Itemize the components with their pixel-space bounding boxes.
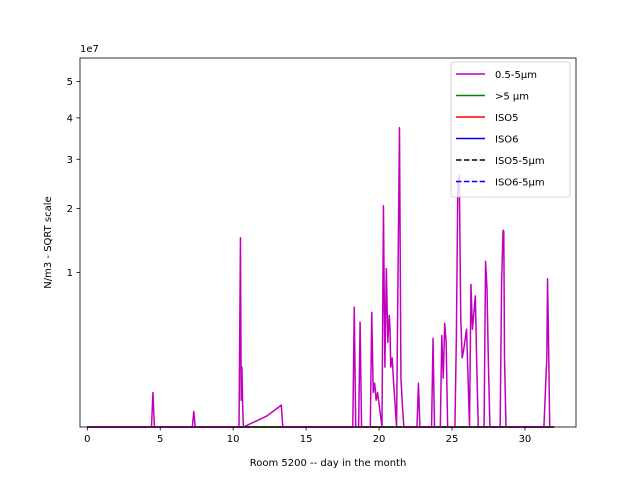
legend-label: 0.5-5µm [495,70,537,81]
x-tick-label: 0 [84,434,90,445]
legend: 0.5-5µm >5 µm ISO5 ISO6 ISO5-5µm ISO6-5µm [450,61,571,198]
legend-label: ISO6-5µm [495,178,545,189]
y-tick-label: 2 [67,204,73,215]
legend-label: >5 µm [495,92,529,103]
legend-label: ISO6 [495,135,519,146]
y-tick-label: 3 [67,155,73,166]
y-axis-ticks: 1 2 3 4 5 [67,77,80,279]
y-tick-label: 1 [67,268,73,279]
y-axis-label: N/m3 - SQRT scale [43,196,54,288]
y-axis-offset-label: 1e7 [80,44,99,55]
x-tick-label: 15 [300,434,313,445]
legend-label: ISO5-5µm [495,156,545,167]
y-tick-label: 4 [67,113,73,124]
x-tick-label: 5 [157,434,163,445]
x-tick-label: 30 [519,434,532,445]
x-axis-ticks: 0 5 10 15 20 25 30 [84,427,531,445]
plot-frame [79,57,577,428]
x-tick-label: 25 [446,434,459,445]
x-tick-label: 10 [227,434,240,445]
x-tick-label: 20 [373,434,386,445]
x-axis-label: Room 5200 -- day in the month [250,458,407,469]
legend-label: ISO5 [495,113,519,124]
y-tick-label: 5 [67,77,73,88]
